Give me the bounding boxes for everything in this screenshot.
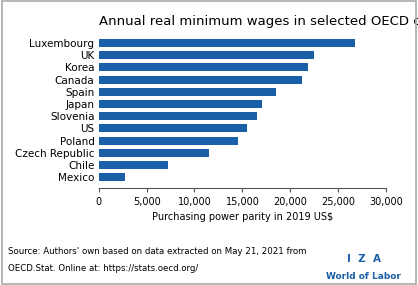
X-axis label: Purchasing power parity in 2019 US$: Purchasing power parity in 2019 US$ (152, 211, 333, 221)
Bar (99, 137, 237, 144)
Text: World of Labor: World of Labor (326, 272, 401, 281)
Bar (99, 64, 308, 72)
Text: I  Z  A: I Z A (347, 254, 381, 264)
Bar (99, 112, 257, 120)
Bar (99, 173, 125, 181)
Text: Annual real minimum wages in selected OECD countries: Annual real minimum wages in selected OE… (99, 15, 418, 28)
Text: Source: Authors' own based on data extracted on May 21, 2021 from: Source: Authors' own based on data extra… (8, 247, 307, 256)
Bar (99, 39, 355, 47)
Bar (99, 51, 314, 59)
Bar (99, 88, 276, 96)
Text: OECD.Stat. Online at: https://stats.oecd.org/: OECD.Stat. Online at: https://stats.oecd… (8, 264, 199, 274)
Bar (99, 149, 209, 157)
Bar (99, 76, 302, 84)
Bar (99, 161, 168, 169)
Bar (99, 100, 262, 108)
Bar (99, 125, 247, 133)
